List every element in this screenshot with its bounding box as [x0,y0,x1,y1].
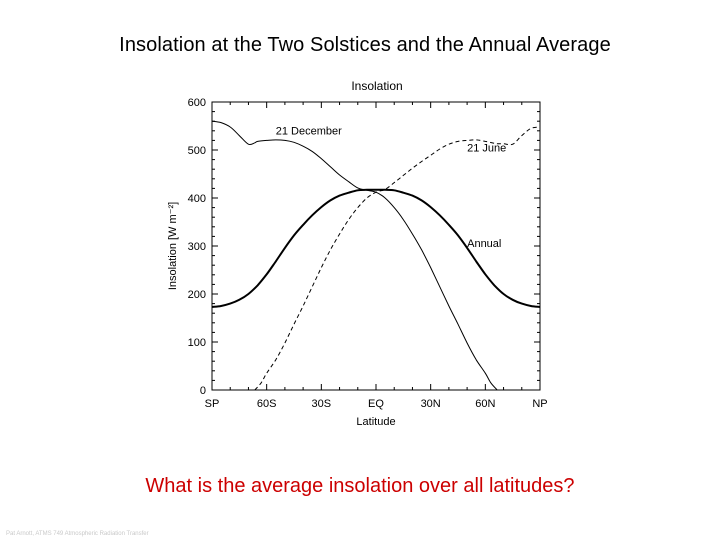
question-text: What is the average insolation over all … [145,475,575,497]
y-tick-label: 0 [200,385,206,397]
series-line-21-june [254,126,541,391]
slide-title: Insolation at the Two Solstices and the … [119,34,611,56]
x-axis-label: Latitude [356,416,395,428]
y-tick-label: 200 [188,289,206,301]
series-labels: 21 December 21 June Annual [276,126,506,250]
series-line-21-december [211,120,498,391]
y-tick-label: 300 [188,241,206,253]
x-tick-label: 30S [312,398,332,410]
x-tick-label: EQ [368,398,384,410]
x-tick-label: SP [205,398,220,410]
x-tick-label: 30N [421,398,441,410]
series-label-21-june: 21 June [467,142,506,154]
x-tick-label: 60S [257,398,277,410]
y-tick-label: 100 [188,337,206,349]
x-tick-label: 60N [475,398,495,410]
series-label-annual: Annual [467,238,501,250]
chart-title: Insolation [351,79,402,93]
series-label-21-december: 21 December [276,126,342,138]
y-tick-label: 400 [188,193,206,205]
series-group [211,120,541,391]
footer-credit: Pat Arnott, ATMS 749 Atmospheric Radiati… [6,531,149,537]
series-line-annual [211,188,541,308]
y-tick-label: 600 [188,97,206,109]
y-tick-label: 500 [188,145,206,157]
y-axis-label: Insolation [W m⁻²] [167,202,179,290]
x-tick-label: NP [532,398,547,410]
axes: 0 100 200 300 400 500 600 SP 60S 30S EQ 30N 60N NP [188,97,548,410]
